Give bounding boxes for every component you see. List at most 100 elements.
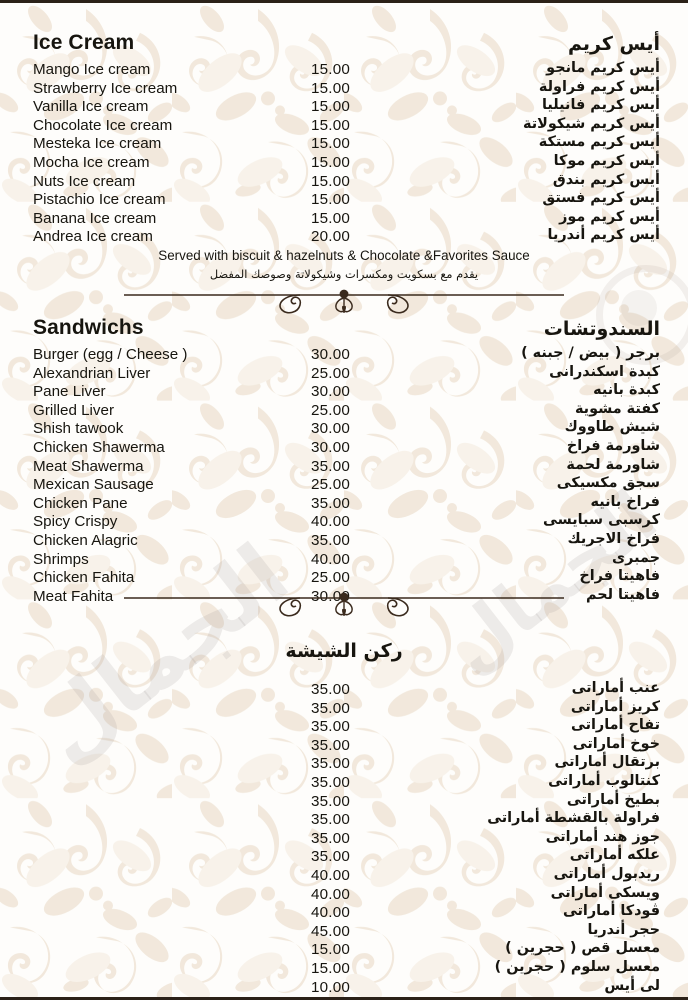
item-name-ar: شيش طاووك — [564, 419, 660, 436]
item-price: 15.00 — [311, 959, 351, 977]
item-price: 35.00 — [311, 681, 351, 698]
item-name-ar: أيس كريم أندريا — [547, 227, 660, 244]
item-name-en: Chicken Alagric — [33, 531, 138, 549]
menu-item-row: 35.00 كريز أماراتى — [0, 699, 688, 719]
menu-item-row: 35.00 خوخ أماراتى — [0, 736, 688, 756]
item-price: 35.00 — [311, 773, 351, 791]
item-list-sandwichs: Burger (egg / Cheese ) 30.00 برجر ( بيض … — [0, 345, 688, 606]
item-price: 25.00 — [311, 401, 351, 419]
menu-item-row: 35.00 تفاح أماراتى — [0, 717, 688, 737]
item-price: 30.00 — [311, 438, 351, 456]
item-name-ar: جوز هند أماراتى — [545, 828, 660, 845]
menu-item-row: Andrea Ice cream 20.00 أيس كريم أندريا — [0, 227, 688, 247]
item-price: 30.00 — [311, 420, 351, 438]
item-name-en: Mesteka Ice cream — [33, 135, 162, 153]
menu-item-row: Mesteka Ice cream 15.00 أيس كريم مستكة — [0, 134, 688, 154]
item-price: 15.00 — [311, 172, 351, 190]
item-price: 35.00 — [311, 848, 351, 866]
serving-note-ar: يقدم مع بسكويت ومكسرات وشيكولاتة وصوصك ا… — [209, 267, 479, 281]
section-ice-cream: Ice Cream أيس كريم Mango Ice cream 15.00… — [0, 31, 688, 247]
item-name-ar: أيس كريم بندق — [552, 171, 660, 188]
section-title-en: Sandwichs — [33, 316, 144, 339]
item-list-shisha: 35.00 عنب أماراتى 35.00 كريز أماراتى 35.… — [0, 680, 688, 998]
item-price: 40.00 — [311, 866, 351, 884]
menu-item-row: Pistachio Ice cream 15.00 أيس كريم فستق — [0, 190, 688, 210]
item-price: 15.00 — [311, 79, 351, 97]
item-name-en: Spicy Crispy — [33, 513, 118, 531]
item-price: 15.00 — [311, 116, 351, 134]
menu-item-row: Shish tawook 30.00 شيش طاووك — [0, 419, 688, 439]
menu-item-row: 35.00 علكه أماراتى — [0, 847, 688, 867]
item-name-ar: عنب أماراتى — [571, 680, 660, 696]
item-name-ar: شاورمة لحمة — [566, 456, 660, 473]
item-name-ar: فاهيتا فراخ — [579, 568, 660, 585]
item-price: 40.00 — [311, 513, 351, 531]
item-name-en: Chicken Fahita — [33, 569, 135, 587]
item-price: 35.00 — [311, 792, 351, 810]
menu-item-row: Chicken Fahita 25.00 فاهيتا فراخ — [0, 568, 688, 588]
item-name-en: Grilled Liver — [33, 401, 115, 419]
menu-item-row: 10.00 لى أيس — [0, 978, 688, 998]
menu-item-row: 35.00 عنب أماراتى — [0, 680, 688, 700]
item-name-en: Burger (egg / Cheese ) — [33, 346, 188, 363]
item-price: 25.00 — [311, 364, 351, 382]
ornament-divider-icon — [0, 286, 688, 320]
menu-item-row: Chocolate Ice cream 15.00 أيس كريم شيكول… — [0, 116, 688, 136]
item-name-en: Pistachio Ice cream — [33, 191, 166, 209]
menu-item-row: Strawberry Ice cream 15.00 أيس كريم فراو… — [0, 78, 688, 99]
item-price: 30.00 — [311, 383, 351, 401]
item-price: 35.00 — [311, 699, 351, 717]
menu-item-row: Mocha Ice cream 15.00 أيس كريم موكا — [0, 153, 688, 173]
item-name-ar: كرسبى سبايسى — [543, 512, 660, 529]
item-price: 35.00 — [311, 457, 351, 475]
item-price: 25.00 — [311, 569, 351, 587]
item-name-ar: كنتالوب أماراتى — [548, 772, 660, 789]
item-price: 25.00 — [311, 476, 351, 494]
item-name-en: Meat Shawerma — [33, 457, 144, 475]
item-name-ar: حجر أندريا — [587, 921, 660, 938]
item-price: 40.00 — [311, 904, 351, 922]
menu-item-row: Vanilla Ice cream 15.00 أيس كريم فانيليا — [0, 97, 688, 117]
item-name-ar: أيس كريم فراولة — [538, 78, 660, 95]
section-title-shisha-ar: ركن الشيشة — [285, 640, 403, 662]
item-name-ar: سجق مكسيكى — [556, 475, 660, 492]
menu-item-row: Shrimps 40.00 جمبرى — [0, 550, 688, 570]
item-name-en: Chocolate Ice cream — [33, 116, 173, 134]
item-price: 15.00 — [311, 209, 351, 227]
item-list-ice-cream: Mango Ice cream 15.00 أيس كريم مانجو Str… — [0, 60, 688, 247]
item-name-ar: علكه أماراتى — [569, 847, 660, 864]
item-name-ar: فراخ الاجريك — [567, 530, 660, 547]
item-price: 35.00 — [311, 736, 351, 754]
item-name-en: Nuts Ice cream — [33, 172, 136, 190]
item-price: 15.00 — [311, 98, 351, 116]
menu-item-row: 40.00 ويسكى أماراتى — [0, 885, 688, 905]
menu-item-row: 45.00 حجر أندريا — [0, 921, 688, 942]
menu-item-row: Mexican Sausage 25.00 سجق مكسيكى — [0, 475, 688, 495]
item-price: 35.00 — [311, 718, 351, 736]
item-name-ar: أيس كريم فانيليا — [542, 97, 660, 114]
menu-item-row: 35.00 كنتالوب أماراتى — [0, 772, 688, 793]
section-title-ar: أيس كريم — [567, 33, 660, 55]
menu-item-row: 15.00 معسل قص ( حجرين ) — [0, 940, 688, 960]
section-title-en: Ice Cream — [33, 31, 135, 54]
section-shisha: 35.00 عنب أماراتى 35.00 كريز أماراتى 35.… — [0, 680, 688, 998]
item-name-ar: فراولة بالقشطة أماراتى — [487, 810, 660, 827]
item-price: 15.00 — [311, 941, 351, 959]
menu-item-row: Alexandrian Liver 25.00 كبدة اسكندرانى — [0, 363, 688, 384]
item-name-en: Banana Ice cream — [33, 209, 157, 227]
item-name-ar: كبدة اسكندرانى — [549, 363, 660, 380]
item-price: 15.00 — [311, 135, 351, 153]
menu-item-row: Pane Liver 30.00 كبدة بانيه — [0, 382, 688, 402]
item-name-ar: أيس كريم موز — [559, 208, 660, 225]
item-name-ar: تفاح أماراتى — [571, 717, 660, 734]
item-name-ar: ڤودكا أماراتى — [562, 903, 660, 920]
ice-cream-serving-note: Served with biscuit & hazelnuts & Chocol… — [0, 248, 688, 281]
item-name-en: Mexican Sausage — [33, 476, 154, 494]
item-name-ar: كبدة بانيه — [593, 382, 660, 399]
item-price: 35.00 — [311, 811, 351, 829]
menu-item-row: 35.00 فراولة بالقشطة أماراتى — [0, 810, 688, 830]
item-price: 40.00 — [311, 550, 351, 568]
menu-item-row: Meat Shawerma 35.00 شاورمة لحمة — [0, 456, 688, 477]
menu-item-row: 35.00 بطيخ أماراتى — [0, 792, 688, 812]
menu-item-row: Nuts Ice cream 15.00 أيس كريم بندق — [0, 171, 688, 192]
